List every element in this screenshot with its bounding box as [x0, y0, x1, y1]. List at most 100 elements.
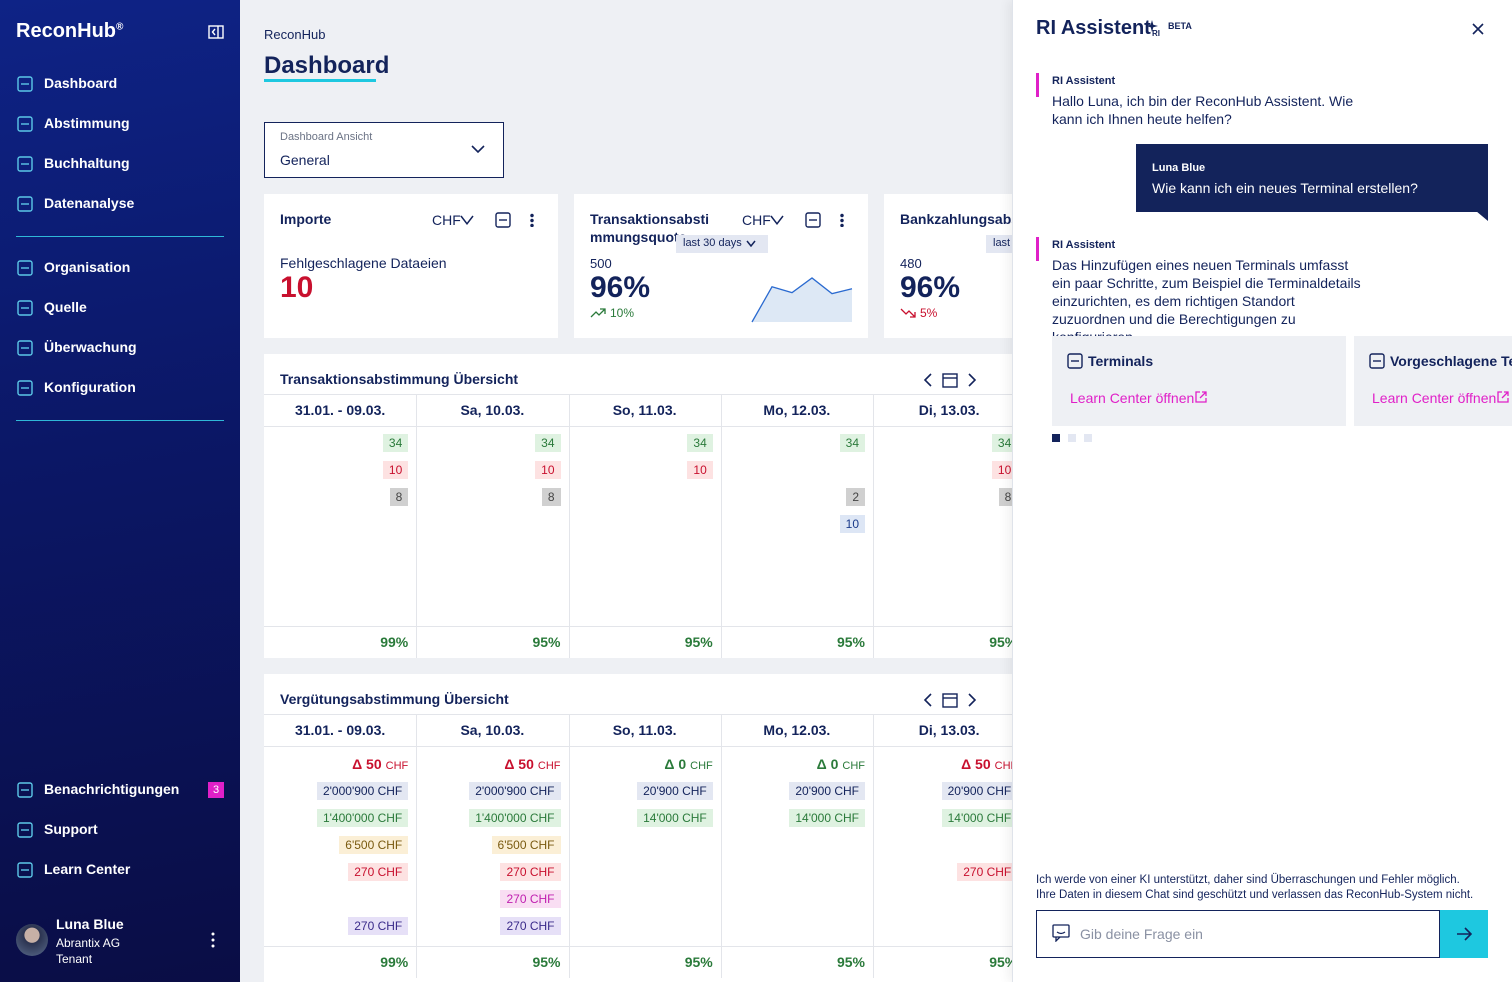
- title-underline: [264, 79, 376, 82]
- badge: 10: [991, 461, 1018, 479]
- nav-item[interactable]: Datenanalyse: [44, 195, 135, 211]
- rate: 95%: [532, 954, 561, 970]
- badge: 14'000 CHF: [637, 809, 713, 827]
- calendar-icon[interactable]: [942, 373, 958, 388]
- icon: [1369, 353, 1385, 369]
- sparkle-icon: [1146, 20, 1158, 32]
- currency-select[interactable]: CHF: [742, 212, 771, 228]
- nav-item[interactable]: Dashboard: [44, 75, 118, 91]
- badge: 14'000 CHF: [789, 809, 865, 827]
- calendar-icon[interactable]: [942, 693, 958, 708]
- table-panel: [264, 354, 1064, 658]
- badge: 10: [687, 461, 713, 479]
- table-rule: [264, 426, 1064, 427]
- icon[interactable]: [494, 211, 512, 229]
- delta-value: Δ 0: [816, 756, 839, 772]
- sidebar-divider: [16, 236, 224, 237]
- view-select-value: General: [280, 152, 330, 168]
- message-text: Das Hinzufügen eines neuen Terminals umf…: [1052, 257, 1361, 345]
- nav-item[interactable]: Quelle: [44, 299, 87, 315]
- delta-unit: CHF: [842, 760, 865, 772]
- chevron-path: [746, 240, 756, 247]
- period-select[interactable]: [676, 235, 768, 253]
- next-arrow[interactable]: [968, 693, 977, 707]
- link-card[interactable]: [1052, 336, 1346, 426]
- card-trend: 10%: [610, 306, 635, 320]
- link-card-action[interactable]: Learn Center öffnen: [1372, 390, 1497, 406]
- badge: 1'400'000 CHF: [469, 809, 561, 827]
- more-menu[interactable]: [530, 213, 534, 227]
- carousel-dot[interactable]: [1084, 434, 1092, 442]
- table-rule: [264, 746, 1064, 747]
- card-value: 96%: [900, 271, 961, 304]
- view-select[interactable]: [264, 122, 504, 178]
- delta-unit: CHF: [994, 760, 1018, 772]
- prev-arrow[interactable]: [923, 373, 932, 387]
- sparkline-area: [752, 278, 852, 322]
- nav-item[interactable]: Benachrichtigungen: [44, 781, 180, 797]
- currency-select[interactable]: CHF: [432, 212, 461, 228]
- nav-item[interactable]: Buchhaltung: [44, 155, 130, 171]
- icon: [17, 380, 33, 396]
- card: [264, 194, 558, 338]
- column-header: Mo, 12.03.: [763, 402, 831, 418]
- card-trend: 5%: [920, 306, 938, 320]
- badge: 2: [846, 488, 865, 506]
- next-arrow[interactable]: [968, 373, 977, 387]
- nav-item[interactable]: Überwachung: [44, 339, 137, 355]
- table-rule: [264, 394, 1064, 395]
- icon-shape: [805, 212, 821, 228]
- close-button[interactable]: [1472, 23, 1484, 35]
- brand-name: ReconHub: [16, 20, 116, 42]
- assistant-icon-label: RI: [1152, 29, 1160, 38]
- external-link-icon: [1195, 391, 1207, 403]
- collapse-button[interactable]: [208, 25, 224, 39]
- assistant-title: RI Assistent: [1036, 17, 1151, 39]
- nav-item[interactable]: Abstimmung: [44, 115, 130, 131]
- nav-item[interactable]: Organisation: [44, 259, 131, 275]
- icon[interactable]: [804, 211, 822, 229]
- date-navigation[interactable]: [920, 691, 980, 709]
- user-menu[interactable]: [210, 932, 216, 948]
- date-navigation[interactable]: [920, 371, 980, 389]
- icon-shape: [1067, 353, 1083, 369]
- card-value: 10: [280, 271, 314, 304]
- avatar: [16, 924, 48, 956]
- column-header: Di, 13.03.: [918, 402, 980, 418]
- badge: 20'900 CHF: [789, 782, 865, 800]
- user-company: Abrantix AG: [56, 936, 121, 950]
- icon-shape: [17, 196, 33, 212]
- breadcrumb[interactable]: ReconHub: [264, 27, 326, 42]
- column-rule: [568, 394, 570, 658]
- nav-item[interactable]: Support: [44, 821, 98, 837]
- prev-arrow[interactable]: [923, 693, 932, 707]
- message-author: RI Assistent: [1052, 75, 1116, 87]
- chat-input[interactable]: [1036, 910, 1440, 958]
- message-author: RI Assistent: [1052, 239, 1116, 251]
- link-card[interactable]: [1354, 336, 1512, 426]
- more-menu[interactable]: [840, 213, 844, 227]
- column-rule: [720, 394, 722, 658]
- chevron: [460, 215, 474, 225]
- sidebar-divider: [16, 420, 224, 421]
- column-header: Sa, 10.03.: [460, 402, 525, 418]
- column-header: Mo, 12.03.: [763, 722, 831, 738]
- nav-item[interactable]: Konfiguration: [44, 379, 136, 395]
- delta-value: Δ 50: [504, 756, 534, 772]
- nav-item[interactable]: Learn Center: [44, 861, 131, 877]
- carousel-dot[interactable]: [1068, 434, 1076, 442]
- icon: [17, 156, 33, 172]
- icon: [17, 116, 33, 132]
- sidebar: [0, 0, 240, 982]
- badge: 20'900 CHF: [941, 782, 1018, 800]
- carousel-dot[interactable]: [1052, 434, 1060, 442]
- icon: [17, 862, 33, 878]
- badge: 20'900 CHF: [637, 782, 713, 800]
- rate: 95%: [836, 954, 865, 970]
- badge: 2'000'900 CHF: [316, 782, 409, 800]
- badge: 34: [991, 434, 1018, 452]
- badge: 10: [839, 515, 865, 533]
- link-card-action[interactable]: Learn Center öffnen: [1070, 390, 1195, 406]
- icon-shape: [17, 76, 33, 92]
